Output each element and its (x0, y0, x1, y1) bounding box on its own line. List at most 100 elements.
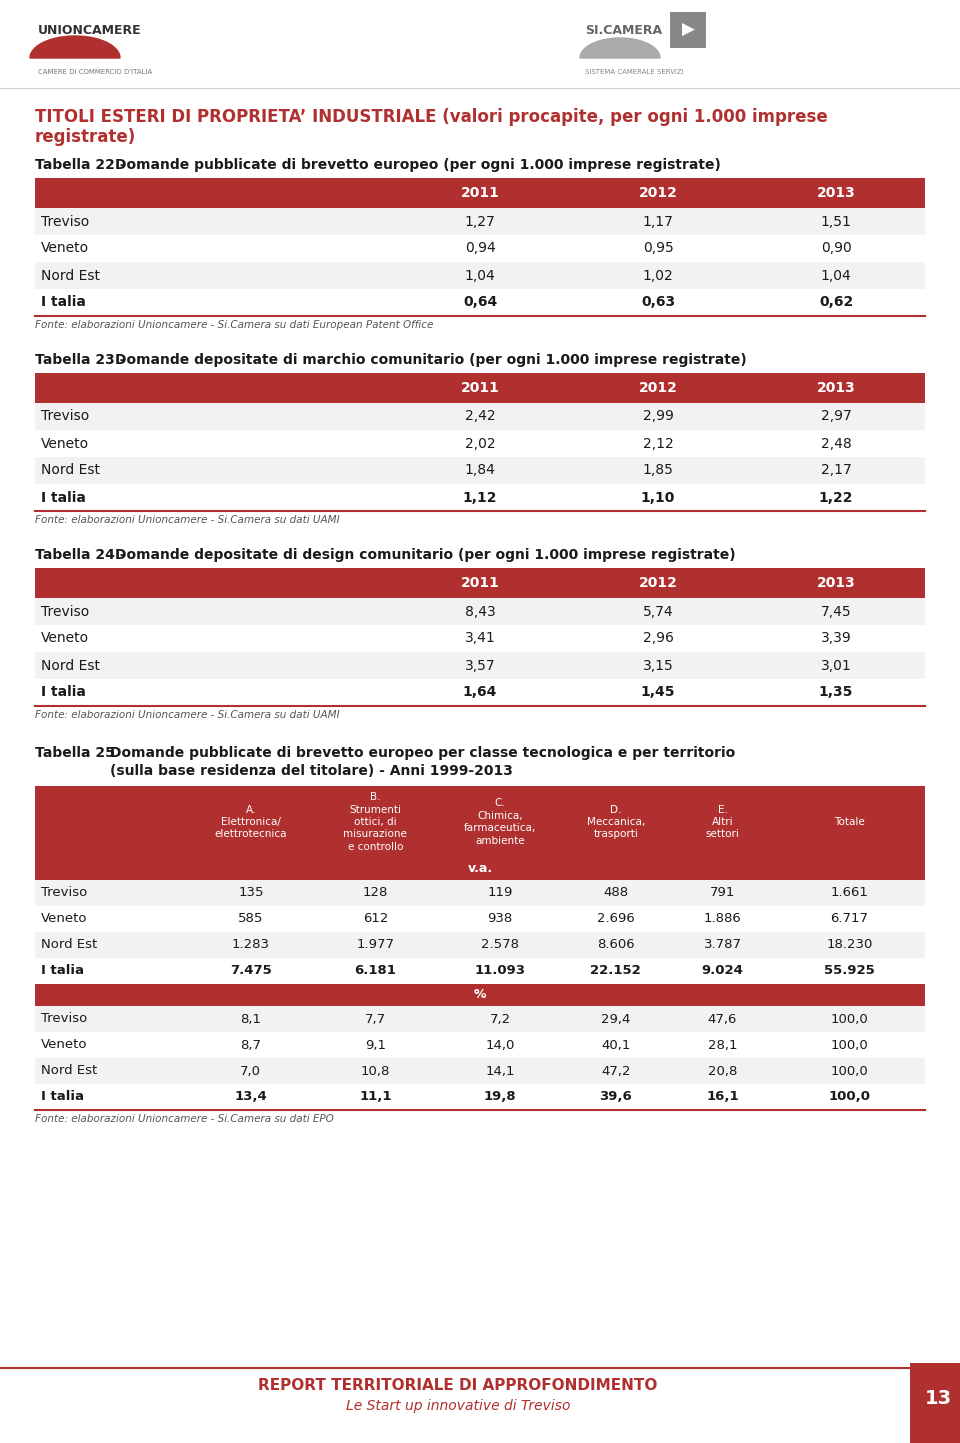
Bar (35, 235, 925, 263)
Text: 100,0: 100,0 (830, 1065, 868, 1078)
Text: 0,64: 0,64 (463, 296, 497, 309)
Text: B.
Strumenti
ottici, di
misurazione
e controllo: B. Strumenti ottici, di misurazione e co… (344, 792, 407, 851)
Text: 5,74: 5,74 (642, 605, 673, 619)
Text: 2,96: 2,96 (642, 632, 673, 645)
Text: Domande pubblicate di brevetto europeo per classe tecnologica e per territorio: Domande pubblicate di brevetto europeo p… (110, 746, 735, 760)
Text: 18.230: 18.230 (827, 938, 873, 951)
Text: 0,95: 0,95 (642, 241, 673, 255)
Text: 1,64: 1,64 (463, 685, 497, 700)
Text: 3,01: 3,01 (821, 658, 852, 672)
Text: Tabella 24 -: Tabella 24 - (35, 548, 131, 561)
Text: Nord Est: Nord Est (41, 268, 100, 283)
Text: 1.661: 1.661 (830, 886, 868, 899)
Text: UNIONCAMERE: UNIONCAMERE (38, 23, 142, 36)
Text: I talia: I talia (41, 296, 85, 309)
Bar (35, 680, 925, 706)
Text: A.
Elettronica/
elettrotecnica: A. Elettronica/ elettrotecnica (215, 805, 287, 840)
Bar (35, 932, 925, 958)
Bar (35, 984, 925, 1006)
Text: 1,85: 1,85 (642, 463, 673, 478)
Text: 1,35: 1,35 (819, 685, 853, 700)
Text: 8,1: 8,1 (240, 1013, 261, 1026)
Bar (35, 625, 925, 652)
Text: 2.578: 2.578 (481, 938, 519, 951)
Text: REPORT TERRITORIALE DI APPROFONDIMENTO: REPORT TERRITORIALE DI APPROFONDIMENTO (258, 1378, 658, 1394)
Text: Treviso: Treviso (41, 605, 89, 619)
Text: 8,43: 8,43 (465, 605, 495, 619)
Text: 6.181: 6.181 (354, 964, 396, 977)
Polygon shape (30, 36, 120, 58)
Bar (35, 880, 925, 906)
Bar (35, 403, 925, 430)
Text: Veneto: Veneto (41, 632, 89, 645)
Bar (35, 597, 925, 625)
Text: Treviso: Treviso (41, 1013, 87, 1026)
Text: 1,45: 1,45 (640, 685, 675, 700)
Text: 0,62: 0,62 (819, 296, 853, 309)
Text: I talia: I talia (41, 964, 84, 977)
Bar (35, 569, 925, 597)
Text: 8.606: 8.606 (597, 938, 635, 951)
Text: (sulla base residenza del titolare) - Anni 1999-2013: (sulla base residenza del titolare) - An… (110, 763, 513, 778)
Text: 488: 488 (603, 886, 628, 899)
Text: 11.093: 11.093 (474, 964, 525, 977)
Text: 1,22: 1,22 (819, 491, 853, 505)
Text: Treviso: Treviso (41, 410, 89, 423)
Text: 2,48: 2,48 (821, 436, 852, 450)
Text: 2011: 2011 (461, 186, 499, 201)
Bar (35, 457, 925, 483)
Text: 100,0: 100,0 (830, 1039, 868, 1052)
Text: E.
Altri
settori: E. Altri settori (706, 805, 739, 840)
Bar (35, 372, 925, 403)
Text: Domande depositate di marchio comunitario (per ogni 1.000 imprese registrate): Domande depositate di marchio comunitari… (115, 354, 747, 367)
Text: 8,7: 8,7 (240, 1039, 261, 1052)
Text: 22.152: 22.152 (590, 964, 641, 977)
Text: 1.886: 1.886 (704, 912, 741, 925)
Text: 2.696: 2.696 (597, 912, 635, 925)
Text: C.
Chimica,
farmaceutica,
ambiente: C. Chimica, farmaceutica, ambiente (464, 798, 536, 846)
Text: 585: 585 (238, 912, 263, 925)
Bar (35, 208, 925, 235)
Text: Domande depositate di design comunitario (per ogni 1.000 imprese registrate): Domande depositate di design comunitario… (115, 548, 735, 561)
Text: 1.977: 1.977 (356, 938, 395, 951)
Text: registrate): registrate) (35, 128, 136, 146)
Text: 7.475: 7.475 (230, 964, 272, 977)
Text: 10,8: 10,8 (361, 1065, 390, 1078)
Text: Tabella 23 -: Tabella 23 - (35, 354, 131, 367)
Bar (35, 786, 925, 859)
Text: 13: 13 (924, 1388, 951, 1407)
Text: Veneto: Veneto (41, 241, 89, 255)
Text: 3,39: 3,39 (821, 632, 852, 645)
Bar (35, 1058, 925, 1084)
Text: Veneto: Veneto (41, 912, 87, 925)
Text: Le Start up innovative di Treviso: Le Start up innovative di Treviso (346, 1400, 570, 1413)
Bar (35, 1084, 925, 1110)
Text: 2011: 2011 (461, 576, 499, 590)
Text: 7,2: 7,2 (490, 1013, 511, 1026)
Text: 2,42: 2,42 (465, 410, 495, 423)
Text: 3,15: 3,15 (642, 658, 673, 672)
Text: 1,04: 1,04 (821, 268, 852, 283)
Text: Fonte: elaborazioni Unioncamere - Si.Camera su dati European Patent Office: Fonte: elaborazioni Unioncamere - Si.Cam… (35, 320, 433, 330)
Bar (35, 430, 925, 457)
Text: 1,02: 1,02 (642, 268, 673, 283)
Text: 100,0: 100,0 (828, 1091, 871, 1104)
Text: 55.925: 55.925 (824, 964, 875, 977)
Text: Treviso: Treviso (41, 215, 89, 228)
Bar (910, 1364, 960, 1443)
Text: Domande pubblicate di brevetto europeo (per ogni 1.000 imprese registrate): Domande pubblicate di brevetto europeo (… (115, 157, 721, 172)
Text: 1,10: 1,10 (641, 491, 675, 505)
Text: 1,84: 1,84 (465, 463, 495, 478)
Text: 2,02: 2,02 (465, 436, 495, 450)
Text: 39,6: 39,6 (599, 1091, 632, 1104)
Text: 612: 612 (363, 912, 388, 925)
Text: 7,45: 7,45 (821, 605, 852, 619)
Text: Fonte: elaborazioni Unioncamere - Si.Camera su dati UAMI: Fonte: elaborazioni Unioncamere - Si.Cam… (35, 515, 340, 525)
Text: 14,0: 14,0 (486, 1039, 515, 1052)
Text: I talia: I talia (41, 491, 85, 505)
Text: 1,51: 1,51 (821, 215, 852, 228)
Text: 3.787: 3.787 (704, 938, 741, 951)
Text: 29,4: 29,4 (601, 1013, 631, 1026)
Text: 20,8: 20,8 (708, 1065, 737, 1078)
Text: 0,90: 0,90 (821, 241, 852, 255)
